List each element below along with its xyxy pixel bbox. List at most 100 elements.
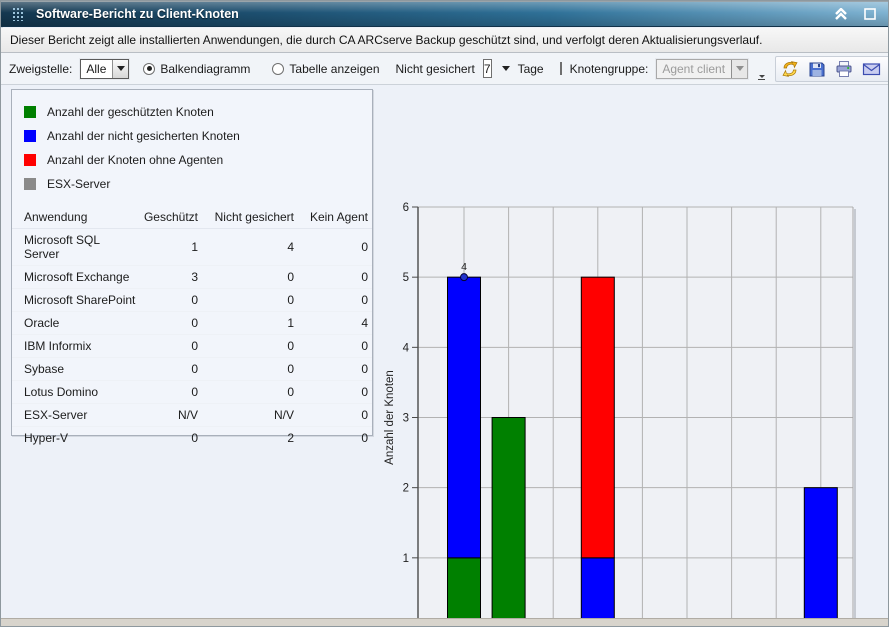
application-name-cell: Microsoft Exchange — [12, 265, 140, 289]
value-cell: 3 — [139, 265, 202, 289]
email-icon[interactable] — [861, 59, 881, 79]
print-icon[interactable] — [834, 59, 854, 79]
data-point-label: 4 — [461, 261, 467, 273]
days-input[interactable]: 7 — [482, 59, 492, 78]
y-axis-label: Anzahl der Knoten — [384, 370, 396, 465]
value-cell: 0 — [298, 357, 372, 381]
page-title: Software-Bericht zu Client-Knoten — [36, 7, 239, 21]
value-cell: 2 — [287, 431, 294, 446]
bar-segment — [803, 487, 838, 626]
toolbar-overflow-icon[interactable] — [756, 58, 767, 80]
application-name-cell: Microsoft SharePoint — [12, 288, 140, 312]
application-name-cell: ESX-Server — [12, 403, 140, 427]
value-cell: 0 — [191, 431, 198, 446]
radio-show-table-label: Tabelle anzeigen — [289, 61, 380, 76]
column-header: Geschützt — [139, 206, 202, 229]
data-point-marker — [460, 273, 468, 282]
legend-label: Anzahl der nicht gesicherten Knoten — [47, 129, 240, 143]
value-cell: 0 — [298, 380, 372, 404]
application-table-body: Microsoft SQL Server 1 4 0 Microsoft Exchang… — [12, 228, 372, 450]
table-row: Hyper-V 0 2 0 — [12, 427, 372, 450]
chevron-down-icon — [731, 59, 748, 78]
application-name-cell: Microsoft SQL Server — [12, 228, 140, 266]
summary-panel: Anzahl der geschützten Knoten Anzahl der … — [11, 89, 373, 445]
radio-bar-chart-label: Balkendiagramm — [160, 61, 251, 76]
bar-segment — [447, 557, 481, 626]
y-tick-label: 3 — [403, 413, 409, 425]
table-row: Oracle 0 1 4 — [12, 311, 372, 335]
maximize-icon[interactable] — [860, 4, 880, 24]
table-row: Microsoft SharePoint 0 0 0 — [12, 288, 372, 312]
value-cell: 0 — [139, 357, 202, 381]
content-area: Anzahl der geschützten Knoten Anzahl der … — [1, 85, 888, 626]
days-dropdown-icon[interactable] — [501, 66, 510, 71]
value-cell: 0 — [139, 380, 202, 404]
legend-swatch-icon — [24, 130, 36, 142]
value-cell: 0 — [202, 334, 298, 358]
y-tick-label: 1 — [403, 553, 409, 565]
application-name-cell: IBM Informix — [12, 334, 140, 358]
description-text: Dieser Bericht zeigt alle installierten … — [10, 33, 763, 47]
value-cell: 0 — [202, 265, 298, 289]
description-bar: Dieser Bericht zeigt alle installierten … — [1, 28, 888, 53]
legend-swatch-icon — [24, 154, 36, 166]
nodegroup-select-value: Agent client — [662, 61, 726, 76]
nodegroup-label: Knotengruppe: — [569, 61, 649, 76]
nodegroup-select: Agent client — [655, 57, 750, 80]
column-header: Nicht gesichert — [202, 206, 298, 229]
value-cell: 0 — [202, 357, 298, 381]
legend-item: Anzahl der Knoten ohne Agenten — [24, 148, 372, 172]
branch-select-value: Alle — [86, 61, 107, 76]
drag-handle-glyph — [12, 7, 23, 21]
value-cell: 4 — [298, 311, 372, 335]
application-name-cell: Hyper-V — [24, 431, 69, 446]
titlebar: Software-Bericht zu Client-Knoten — [1, 1, 888, 27]
application-table-header: Anwendung Geschützt Nicht gesichert Kein Ag… — [12, 206, 372, 229]
bar-chart-svg: 0123456Microsoft SQL ServerMicrosoft Exc… — [384, 202, 856, 626]
legend-label: Anzahl der geschützten Knoten — [47, 105, 214, 119]
value-cell: 0 — [298, 334, 372, 358]
y-tick-label: 4 — [403, 342, 410, 354]
value-cell: N/V — [139, 403, 202, 427]
days-label: Tage — [517, 61, 544, 76]
value-cell: N/V — [202, 403, 298, 427]
bar-chart: 0123456Microsoft SQL ServerMicrosoft Exc… — [381, 91, 887, 626]
nodegroup-checkbox[interactable] — [559, 62, 562, 75]
toolbar-actions — [775, 55, 888, 82]
radio-bar-chart[interactable]: Balkendiagramm — [143, 62, 250, 76]
y-tick-label: 2 — [403, 483, 409, 495]
table-row: Lotus Domino 0 0 0 — [12, 380, 372, 404]
table-row: IBM Informix 0 0 0 — [12, 334, 372, 358]
toolbar: Zweigstelle: Alle Balkendiagramm Tabelle… — [1, 53, 888, 85]
value-cell: 1 — [202, 311, 298, 335]
drag-handle-icon[interactable] — [9, 4, 29, 24]
chevron-down-icon[interactable] — [112, 59, 129, 78]
value-cell: 0 — [139, 288, 202, 312]
branch-select[interactable]: Alle — [79, 57, 131, 80]
legend-swatch-icon — [24, 106, 36, 118]
bar-segment — [580, 557, 615, 626]
value-cell: 4 — [202, 228, 298, 266]
radio-show-table[interactable]: Tabelle anzeigen — [272, 61, 380, 76]
value-cell: 0 — [202, 288, 298, 312]
branch-label: Zweigstelle: — [9, 61, 73, 76]
legend-item: ESX-Server — [24, 172, 372, 196]
value-cell: 0 — [298, 265, 372, 289]
application-name-cell: Lotus Domino — [12, 380, 140, 404]
legend-label: Anzahl der Knoten ohne Agenten — [47, 153, 224, 167]
radio-selected-icon — [143, 62, 156, 75]
y-tick-label: 6 — [403, 202, 409, 214]
unprotected-label: Nicht gesichert — [395, 61, 475, 76]
table-header-row: Anwendung Geschützt Nicht gesichert Kein Ag… — [12, 206, 372, 229]
value-cell: 0 — [361, 431, 368, 446]
value-cell: 0 — [298, 228, 372, 266]
column-header: Anwendung — [12, 206, 140, 229]
value-cell: 0 — [298, 403, 372, 427]
radio-unselected-icon — [272, 62, 285, 75]
column-header: Kein Agent — [298, 206, 372, 229]
collapse-icon[interactable] — [831, 4, 851, 24]
legend-item: Anzahl der nicht gesicherten Knoten — [24, 124, 372, 148]
save-icon[interactable] — [807, 59, 827, 79]
refresh-icon[interactable] — [780, 59, 800, 79]
